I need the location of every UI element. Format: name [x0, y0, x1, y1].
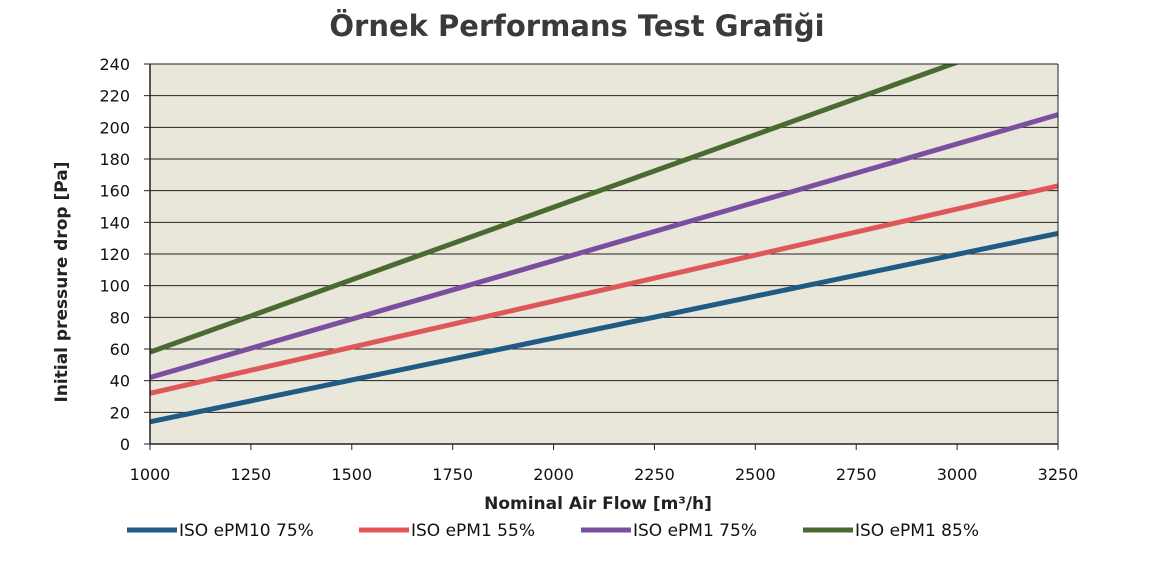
y-tick-label: 20 [110, 403, 130, 422]
y-tick-label: 60 [110, 340, 130, 359]
gridlines [150, 63, 1058, 413]
y-tick-label: 0 [120, 435, 130, 454]
axes [144, 63, 1059, 450]
x-tick-label: 1250 [231, 465, 272, 484]
tick-labels: 0 20 40 60 80 100 120 140 160 180 200 220 240 1000 125… [99, 55, 1078, 484]
y-tick-label: 240 [99, 55, 130, 74]
series-line-3 [150, 112, 1058, 380]
legend-label-1: ISO ePM10 75% [179, 521, 314, 541]
y-tick-label: 220 [99, 87, 130, 106]
y-tick-label: 200 [99, 118, 130, 137]
x-tick-label: 1750 [432, 465, 473, 484]
y-tick-label: 160 [99, 182, 130, 201]
legend-label-4: ISO ePM1 85% [855, 521, 979, 541]
legend: ISO ePM10 75% ISO ePM1 55% ISO ePM1 75% ISO… [127, 521, 979, 541]
legend-label-3: ISO ePM1 75% [633, 521, 757, 541]
y-tick-label: 40 [110, 372, 130, 391]
chart-title: Örnek Performans Test Grafiği [329, 9, 824, 43]
x-tick-label: 3000 [937, 465, 978, 484]
y-axis-label: Initial pressure drop [Pa] [52, 161, 72, 402]
x-tick-label: 1000 [130, 465, 171, 484]
x-tick-label: 3250 [1038, 465, 1079, 484]
y-tick-label: 180 [99, 150, 130, 169]
y-tick-label: 120 [99, 245, 130, 264]
series-group [150, 64, 1058, 425]
legend-label-2: ISO ePM1 55% [411, 521, 535, 541]
x-tick-label: 1500 [331, 465, 372, 484]
x-axis-label: Nominal Air Flow [m³/h] [484, 494, 712, 514]
x-tick-label: 2500 [735, 465, 776, 484]
series-line-4 [150, 64, 960, 355]
series-line-2 [150, 183, 1058, 396]
x-tick-label: 2000 [533, 465, 574, 484]
x-tick-label: 2750 [836, 465, 877, 484]
series-line-1 [150, 230, 1058, 425]
y-tick-label: 100 [99, 277, 130, 296]
x-tick-label: 2250 [634, 465, 675, 484]
y-tick-label: 140 [99, 213, 130, 232]
y-tick-label: 80 [110, 308, 130, 327]
